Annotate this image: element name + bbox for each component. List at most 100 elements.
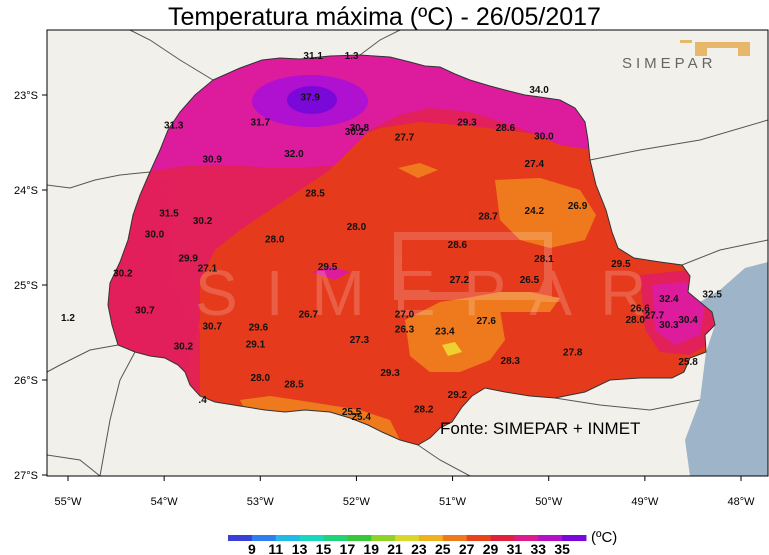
- colorbar-tick-label: 15: [316, 541, 332, 555]
- map-frame: [46, 29, 769, 477]
- colorbar-tick-label: 9: [248, 541, 256, 555]
- station-value: 28.6: [448, 240, 468, 251]
- colorbar-tick-label: 35: [554, 541, 570, 555]
- colorbar-swatch: [466, 535, 492, 541]
- station-value: 29.1: [246, 340, 266, 351]
- latitude-axis: 23°S 24°S 25°S 26°S 27°S: [14, 90, 47, 482]
- watermark-logo: SIMEPAR: [195, 232, 646, 329]
- station-value: 27.0: [395, 309, 415, 320]
- station-labels: 31.137.931.3 31.730.830.229.328.630.027.7…: [61, 51, 722, 423]
- logo-text: SIMEPAR: [622, 55, 717, 72]
- longitude-axis: 55°W 54°W 53°W 52°W 51°W 50°W 49°W 48°W: [54, 476, 755, 508]
- station-value: 26.6: [630, 304, 650, 315]
- colorbar-tick-label: 13: [292, 541, 308, 555]
- station-value: 30.0: [534, 132, 554, 143]
- station-value: 28.0: [265, 234, 285, 245]
- latitude-label: 27°S: [14, 470, 38, 482]
- latitude-label: 23°S: [14, 90, 38, 102]
- station-value: .4: [198, 395, 207, 406]
- station-value: 28.1: [534, 254, 554, 265]
- station-value: 29.3: [457, 117, 477, 128]
- longitude-label: 52°W: [343, 496, 371, 508]
- station-value: 25.5: [342, 407, 362, 418]
- station-value: 30.4: [678, 315, 698, 326]
- colorbar-tick-label: 29: [483, 541, 499, 555]
- colorbar-tick-label: 33: [530, 541, 546, 555]
- station-value: 25.8: [678, 357, 698, 368]
- colorbar-tick-label: 25: [435, 541, 451, 555]
- station-value: 27.2: [450, 275, 470, 286]
- station-value: 30.2: [113, 268, 133, 279]
- colorbar-tick-label: 11: [268, 541, 283, 555]
- station-value: 29.9: [178, 253, 198, 264]
- colorbar-tick-label: 27: [459, 541, 475, 555]
- station-value: 23.4: [435, 326, 455, 337]
- colorbar: 9 11 13 15 17 19 21 23 25 27 29 31 33 35: [228, 535, 587, 555]
- simepar-logo: [680, 40, 750, 56]
- colorbar-swatch: [347, 535, 372, 541]
- colorbar-swatch: [251, 535, 277, 541]
- station-value: 28.3: [501, 356, 521, 367]
- longitude-label: 53°W: [247, 496, 275, 508]
- station-value: 32.4: [659, 294, 679, 305]
- station-value: 28.0: [251, 373, 271, 384]
- neighbor-borders: [47, 30, 768, 476]
- colorbar-swatch: [395, 535, 420, 541]
- longitude-label: 49°W: [631, 496, 659, 508]
- colorbar-tick-label: 23: [411, 541, 427, 555]
- station-value: 30.7: [135, 306, 155, 317]
- ocean: [685, 262, 768, 476]
- station-value: 30.9: [202, 154, 222, 165]
- station-value: 29.6: [249, 323, 269, 334]
- longitude-label: 50°W: [535, 496, 563, 508]
- map-title: Temperatura máxima (ºC) - 26/05/2017: [168, 3, 601, 31]
- station-value: 28.0: [347, 222, 367, 233]
- station-value: 27.7: [645, 310, 665, 321]
- station-value: 27.3: [350, 335, 370, 346]
- station-value: 24.2: [525, 206, 545, 217]
- colorbar-tick-label: 21: [387, 541, 403, 555]
- station-value: 27.6: [476, 316, 496, 327]
- station-value: 37.9: [301, 93, 321, 104]
- longitude-label: 51°W: [439, 496, 467, 508]
- station-value: 28.7: [478, 211, 498, 222]
- station-value: 31.1: [303, 51, 323, 62]
- station-value: 27.7: [395, 133, 415, 144]
- station-value: 31.3: [164, 120, 184, 131]
- colorbar-swatch: [275, 535, 301, 541]
- colorbar-tick-label: 19: [363, 541, 379, 555]
- station-value: 26.3: [395, 325, 415, 336]
- station-value: 30.3: [659, 320, 679, 331]
- colorbar-swatch: [562, 535, 587, 541]
- station-value: 32.5: [702, 289, 722, 300]
- station-value: 31.5: [159, 209, 179, 220]
- station-value: 28.5: [305, 189, 325, 200]
- station-value: 30.8: [350, 123, 370, 134]
- colorbar-swatch: [323, 535, 348, 541]
- latitude-label: 25°S: [14, 280, 38, 292]
- station-value: 29.3: [380, 368, 400, 379]
- colorbar-swatch: [514, 535, 539, 541]
- station-value: 27.4: [525, 159, 545, 170]
- longitude-label: 48°W: [727, 496, 755, 508]
- station-value: 26.5: [520, 275, 540, 286]
- latitude-label: 26°S: [14, 375, 38, 387]
- station-value: 30.2: [345, 127, 365, 138]
- station-value: 1.3: [345, 51, 359, 62]
- longitude-label: 55°W: [54, 496, 82, 508]
- station-value: 28.5: [284, 380, 304, 391]
- colorbar-swatch: [538, 535, 563, 541]
- station-value: 34.0: [529, 85, 549, 96]
- station-value: 29.2: [448, 390, 468, 401]
- station-value: 28.6: [496, 123, 516, 134]
- station-value: 25.4: [352, 412, 372, 423]
- station-value: 27.8: [563, 347, 583, 358]
- station-value: 30.7: [202, 322, 222, 333]
- colorbar-swatch: [442, 535, 468, 541]
- colorbar-tick-label: 17: [340, 541, 356, 555]
- station-value: 32.0: [284, 149, 304, 160]
- station-value: 1.2: [61, 313, 75, 324]
- colorbar-swatch: [371, 535, 396, 541]
- colorbar-swatch: [418, 535, 444, 541]
- station-value: 27.1: [198, 264, 218, 275]
